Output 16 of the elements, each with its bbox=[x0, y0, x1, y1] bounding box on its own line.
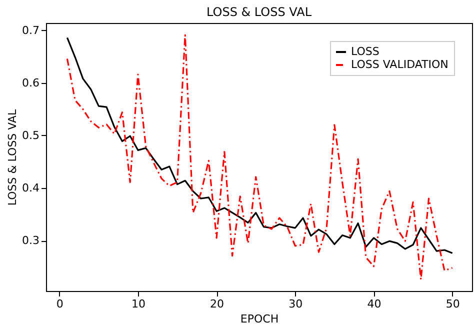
x-tick-label: 0 bbox=[56, 298, 64, 310]
y-tick-label: 0.5 bbox=[22, 128, 40, 142]
x-axis-title: EPOCH bbox=[240, 312, 279, 326]
y-tick-label: 0.6 bbox=[22, 76, 40, 90]
x-tick-label: 30 bbox=[288, 298, 303, 310]
x-tick-label: 20 bbox=[210, 298, 224, 310]
y-tick-label: 0.4 bbox=[22, 182, 40, 195]
legend-label: LOSS VALIDATION bbox=[351, 58, 448, 71]
y-axis-title: LOSS & LOSS VAL bbox=[6, 108, 20, 206]
y-tick-label: 0.7 bbox=[22, 24, 40, 37]
x-tick-label: 40 bbox=[367, 298, 382, 310]
legend-label: LOSS bbox=[351, 45, 380, 58]
chart-title: LOSS & LOSS VAL bbox=[206, 5, 312, 19]
x-tick-label: 50 bbox=[446, 298, 460, 310]
y-tick-label: 0.3 bbox=[22, 234, 40, 248]
x-tick-label: 10 bbox=[131, 298, 146, 310]
